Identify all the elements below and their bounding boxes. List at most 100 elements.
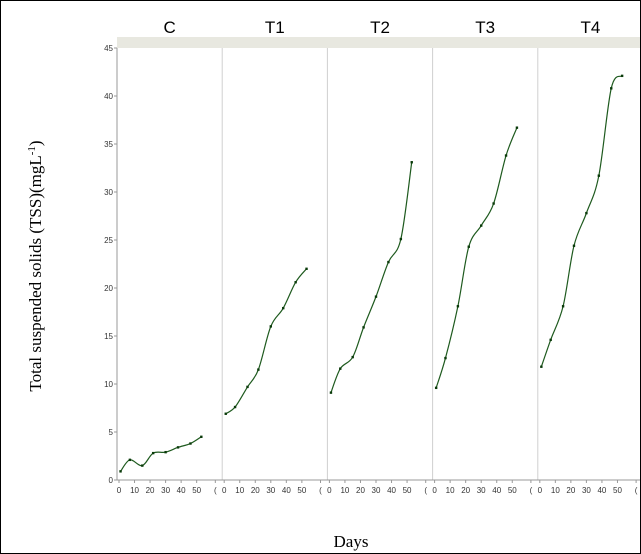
panel-title: T3: [475, 18, 495, 37]
y-tick-label: 30: [104, 188, 113, 197]
x-tick-label: 30: [477, 486, 486, 495]
y-tick-label: 5: [109, 428, 114, 437]
x-tick-label: 30: [582, 486, 591, 495]
data-point: [176, 446, 180, 449]
y-tick-label: 10: [104, 380, 113, 389]
x-tick-label: 50: [508, 486, 517, 495]
y-tick-label: 25: [104, 236, 113, 245]
x-axis-label: Days: [334, 532, 369, 551]
data-point: [374, 295, 378, 298]
x-tick-label: 30: [266, 486, 275, 495]
series-line-t2: [330, 162, 413, 393]
data-point: [410, 161, 413, 164]
data-point: [387, 260, 390, 264]
data-point: [492, 202, 495, 205]
x-tick-label: 10: [551, 486, 560, 495]
x-tick-label: 40: [282, 486, 291, 495]
x-tick-label: 40: [177, 486, 186, 495]
panel-title: T4: [580, 18, 600, 37]
data-point: [572, 244, 576, 247]
x-tick-label: 10: [446, 486, 455, 495]
x-tick-label: 0: [327, 486, 332, 495]
data-point: [399, 237, 403, 241]
x-tick-label: 40: [597, 486, 606, 495]
data-point: [540, 365, 543, 368]
y-tick-label: 35: [104, 140, 113, 149]
panel-title: T1: [265, 18, 285, 37]
x-tick-label: 20: [146, 486, 155, 495]
data-point: [351, 355, 354, 359]
y-tick-label: 45: [104, 44, 113, 53]
x-tick-label: (: [635, 486, 638, 495]
y-axis-label-superscript: -1: [26, 146, 38, 155]
x-tick-label: 0: [117, 486, 122, 495]
x-tick-label: 10: [235, 486, 244, 495]
data-point: [362, 326, 365, 329]
data-point: [444, 356, 447, 360]
data-point: [224, 412, 227, 415]
data-point: [620, 74, 624, 78]
series-line-t4: [540, 75, 623, 367]
data-point: [585, 211, 588, 215]
x-tick-label: 40: [492, 486, 501, 495]
panel-title: C: [163, 18, 175, 37]
x-tick-label: 30: [161, 486, 170, 495]
x-tick-label: 20: [356, 486, 365, 495]
panel-title: T2: [370, 18, 390, 37]
data-point: [561, 305, 565, 308]
data-point: [141, 464, 144, 467]
x-tick-label: 10: [340, 486, 349, 495]
x-tick-label: 20: [251, 486, 260, 495]
y-tick-label: 40: [104, 92, 113, 101]
data-point: [282, 306, 285, 310]
data-point: [233, 405, 237, 409]
y-axis-label-close: ): [26, 140, 45, 146]
x-tick-label: 20: [566, 486, 575, 495]
data-point: [456, 305, 460, 308]
data-point: [164, 450, 167, 454]
data-point: [480, 224, 483, 227]
data-point: [434, 386, 438, 390]
x-tick-label: (: [530, 486, 533, 495]
data-point: [189, 442, 192, 445]
data-point: [269, 325, 272, 328]
data-point: [257, 368, 260, 371]
data-point: [467, 245, 470, 248]
x-tick-label: 30: [372, 486, 381, 495]
x-tick-label: 0: [432, 486, 437, 495]
series-line-t3: [435, 127, 518, 389]
data-point: [504, 154, 508, 157]
series-line-c: [120, 436, 202, 472]
y-axis-label-main: Total suspended solids (TSS)(mgL: [26, 155, 45, 391]
data-point: [597, 174, 601, 177]
x-tick-label: (: [214, 486, 217, 495]
panel-strip: [117, 37, 640, 48]
y-tick-label: 0: [109, 476, 114, 485]
x-tick-label: (: [319, 486, 322, 495]
data-point: [610, 87, 613, 90]
y-tick-label: 20: [104, 284, 113, 293]
x-tick-label: 0: [538, 486, 543, 495]
x-tick-label: 50: [297, 486, 306, 495]
data-point: [246, 385, 249, 389]
x-tick-label: 50: [192, 486, 201, 495]
data-point: [200, 435, 203, 438]
y-tick-label: 15: [104, 332, 113, 341]
series-line-t1: [225, 268, 307, 415]
data-point: [549, 338, 552, 342]
data-point: [515, 126, 519, 129]
y-axis-label: Total suspended solids (TSS)(mgL-1): [26, 140, 45, 391]
data-point: [339, 367, 342, 370]
data-point: [329, 391, 333, 394]
x-tick-label: 10: [130, 486, 139, 495]
data-point: [294, 281, 297, 284]
x-tick-label: 50: [613, 486, 622, 495]
x-tick-label: 0: [222, 486, 227, 495]
x-tick-label: 40: [387, 486, 396, 495]
x-tick-label: 50: [403, 486, 412, 495]
data-point: [151, 451, 155, 455]
x-tick-label: (: [424, 486, 427, 495]
data-point: [128, 458, 132, 462]
